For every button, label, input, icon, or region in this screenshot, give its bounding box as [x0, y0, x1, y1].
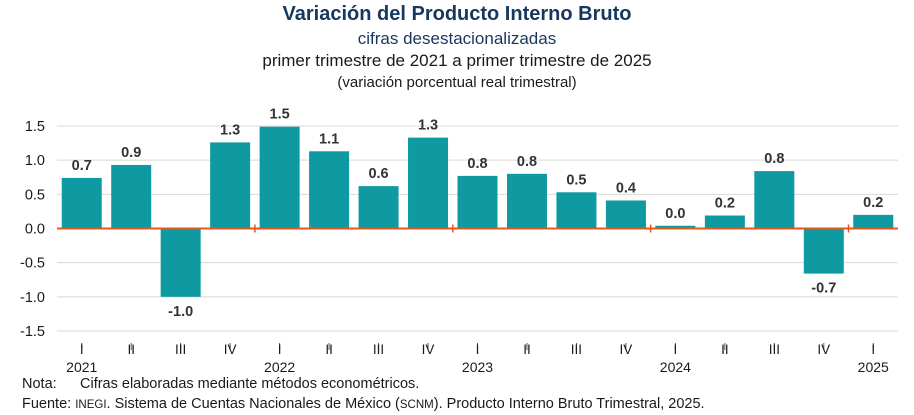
quarter-label: I	[871, 342, 875, 357]
data-label: 0.4	[616, 180, 636, 196]
chart-title: Variación del Producto Interno Bruto	[282, 3, 632, 25]
data-label: 0.5	[566, 172, 586, 188]
data-label: 0.2	[715, 196, 735, 212]
bar	[160, 228, 201, 297]
y-tick-label: 1.5	[25, 119, 45, 135]
quarter-label: I	[278, 342, 282, 357]
source-label: Fuente:	[22, 396, 72, 412]
quarter-label: III	[571, 342, 582, 357]
bar	[754, 171, 795, 229]
source-scnm: SCNM	[399, 399, 434, 411]
data-label: 0.8	[517, 154, 537, 170]
quarter-label: II	[325, 342, 333, 357]
y-tick-label: -1.5	[20, 324, 45, 340]
bar	[803, 228, 844, 274]
year-label: 2021	[66, 359, 97, 375]
note-text: Cifras elaboradas mediante métodos econo…	[80, 376, 420, 392]
source-mid: . Sistema de Cuentas Nacionales de Méxic…	[106, 396, 400, 412]
bar	[704, 215, 745, 229]
quarter-label: III	[175, 342, 186, 357]
bar	[309, 151, 350, 229]
bar	[210, 142, 251, 229]
data-label: 0.2	[863, 195, 883, 211]
y-tick-label: -0.5	[20, 256, 45, 272]
bar	[506, 173, 547, 229]
data-label: -0.7	[811, 281, 836, 297]
data-label: 0.7	[72, 158, 92, 174]
y-tick-label: -1.0	[20, 290, 45, 306]
source-end: ). Producto Interno Bruto Trimestral, 20…	[433, 396, 705, 412]
bar	[655, 225, 696, 229]
bar	[853, 214, 894, 229]
note-label: Nota:	[22, 376, 57, 392]
quarter-label: IV	[422, 342, 435, 357]
bar	[259, 126, 300, 229]
chart-units: (variación porcentual real trimestral)	[337, 74, 577, 91]
quarter-label: II	[721, 342, 729, 357]
quarter-label: IV	[620, 342, 633, 357]
chart-period: primer trimestre de 2021 a primer trimes…	[262, 51, 652, 70]
bar	[61, 177, 102, 229]
y-tick-label: 0.5	[25, 187, 45, 203]
quarter-label: IV	[224, 342, 237, 357]
quarter-label: II	[127, 342, 135, 357]
quarter-label: IV	[817, 342, 830, 357]
data-label: -1.0	[168, 304, 193, 320]
year-label: 2023	[462, 359, 493, 375]
data-label: 1.3	[418, 118, 438, 134]
bar	[358, 186, 399, 229]
bar	[556, 192, 597, 229]
bar	[111, 164, 152, 229]
data-label: 1.1	[319, 131, 339, 147]
year-label: 2025	[858, 359, 889, 375]
quarter-label: III	[769, 342, 780, 357]
quarter-label: II	[523, 342, 531, 357]
data-label: 0.0	[665, 206, 685, 222]
data-label: 0.6	[368, 166, 388, 182]
source-inegi: INEGI	[75, 399, 107, 411]
bar	[605, 200, 646, 229]
quarter-label: I	[80, 342, 84, 357]
quarter-label: I	[476, 342, 480, 357]
data-label: 1.3	[220, 122, 240, 138]
y-tick-label: 1.0	[25, 153, 45, 169]
chart-subtitle: cifras desestacionalizadas	[357, 29, 557, 48]
y-tick-label: 0.0	[25, 222, 45, 238]
footer-source: Fuente: INEGI. Sistema de Cuentas Nacion…	[22, 396, 705, 412]
data-label: 0.8	[467, 156, 487, 172]
gdp-bar-chart: 1.5 1.0 0.5 0.0 -0.5 -1.0 -1.5 0.7 0.9 -1.0 1.3 1.5…	[20, 107, 898, 375]
quarter-label: I	[673, 342, 677, 357]
year-label: 2024	[660, 359, 691, 375]
footer-note: Nota: Cifras elaboradas mediante métodos …	[22, 376, 419, 392]
bar	[457, 175, 498, 229]
quarter-label: III	[373, 342, 384, 357]
year-label: 2022	[264, 359, 295, 375]
data-label: 1.5	[270, 107, 290, 123]
bar	[408, 137, 449, 229]
data-label: 0.8	[764, 151, 784, 167]
data-label: 0.9	[121, 145, 141, 161]
